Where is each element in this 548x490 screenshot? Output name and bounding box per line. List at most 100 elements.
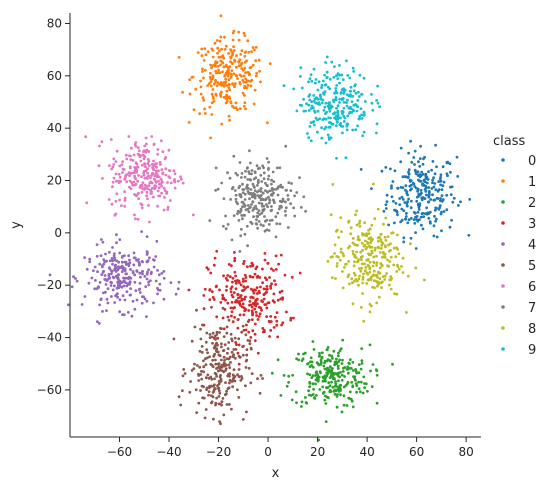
scatter-point <box>365 234 369 238</box>
scatter-point <box>416 174 420 177</box>
scatter-point <box>351 369 355 372</box>
scatter-point <box>238 81 242 84</box>
scatter-point <box>283 209 287 213</box>
scatter-point <box>322 364 326 368</box>
scatter-point <box>371 273 375 277</box>
scatter-point <box>255 71 259 75</box>
scatter-point <box>115 149 119 153</box>
scatter-point <box>321 385 325 389</box>
scatter-point <box>409 179 413 183</box>
scatter-point <box>348 89 352 93</box>
scatter-point <box>225 403 229 406</box>
scatter-point <box>432 234 436 238</box>
scatter-point <box>226 315 230 319</box>
scatter-point <box>382 222 385 226</box>
scatter-point <box>405 191 409 195</box>
scatter-point <box>300 400 304 404</box>
scatter-point <box>416 210 420 214</box>
scatter-point <box>226 347 230 350</box>
scatter-point <box>133 213 136 217</box>
scatter-point <box>212 354 216 358</box>
scatter-point <box>389 242 392 246</box>
scatter-point <box>361 281 364 285</box>
scatter-point <box>338 97 342 101</box>
scatter-point <box>162 276 166 280</box>
scatter-point <box>427 193 431 197</box>
scatter-point <box>345 104 349 108</box>
scatter-point <box>226 74 230 78</box>
scatter-point <box>419 179 423 183</box>
scatter-point <box>357 387 361 391</box>
scatter-point <box>380 244 384 247</box>
scatter-point <box>333 252 336 255</box>
scatter-point <box>449 193 453 197</box>
scatter-point <box>172 169 176 173</box>
scatter-point <box>435 235 439 239</box>
scatter-point <box>356 124 359 128</box>
scatter-point <box>235 343 238 346</box>
scatter-point <box>115 192 119 196</box>
scatter-point <box>256 181 260 185</box>
scatter-point <box>247 170 251 174</box>
scatter-point <box>335 388 338 392</box>
scatter-point <box>360 258 363 262</box>
scatter-point <box>134 168 138 172</box>
scatter-point <box>138 155 142 158</box>
scatter-point <box>131 299 135 303</box>
x-tick-label: 60 <box>409 445 424 459</box>
scatter-point <box>334 98 338 102</box>
scatter-point <box>145 253 149 256</box>
scatter-point <box>237 337 241 341</box>
scatter-point <box>229 100 233 104</box>
scatter-point <box>224 227 228 231</box>
scatter-point <box>346 74 350 77</box>
scatter-point <box>147 150 151 153</box>
scatter-point <box>122 313 126 317</box>
legend-item-4: 4 <box>501 238 536 253</box>
scatter-point <box>254 304 258 308</box>
scatter-point <box>383 256 387 259</box>
scatter-point <box>107 198 111 201</box>
scatter-point <box>147 280 151 284</box>
scatter-point <box>265 157 269 160</box>
scatter-point <box>115 286 119 290</box>
scatter-point <box>237 368 241 371</box>
scatter-point <box>347 397 351 400</box>
scatter-point <box>382 250 385 254</box>
scatter-point <box>307 389 310 393</box>
scatter-point <box>339 247 343 251</box>
scatter-point <box>359 250 362 254</box>
scatter-point <box>157 169 160 173</box>
scatter-point <box>133 166 137 169</box>
scatter-point <box>277 207 281 211</box>
legend-marker <box>501 305 505 309</box>
scatter-point <box>220 358 223 362</box>
scatter-point <box>147 184 151 188</box>
scatter-point <box>420 191 423 195</box>
scatter-point <box>390 277 393 280</box>
scatter-point <box>339 116 342 119</box>
scatter-point <box>413 163 416 166</box>
scatter-point <box>284 214 287 217</box>
scatter-point <box>361 275 365 279</box>
scatter-point <box>266 205 269 209</box>
scatter-point <box>242 31 246 35</box>
scatter-point <box>201 70 204 73</box>
scatter-point <box>335 120 339 124</box>
scatter-point <box>375 99 378 102</box>
scatter-point <box>409 236 413 240</box>
scatter-point <box>123 199 127 202</box>
scatter-point <box>262 177 266 181</box>
scatter-point <box>348 111 351 115</box>
scatter-point <box>245 353 249 357</box>
scatter-point <box>254 74 258 78</box>
scatter-point <box>143 183 147 187</box>
scatter-point <box>397 267 401 271</box>
scatter-point <box>219 55 223 59</box>
scatter-point <box>425 206 428 210</box>
scatter-point <box>112 254 116 258</box>
scatter-point <box>379 238 383 242</box>
scatter-point <box>311 382 315 386</box>
scatter-point <box>360 117 364 120</box>
scatter-point <box>425 181 429 185</box>
